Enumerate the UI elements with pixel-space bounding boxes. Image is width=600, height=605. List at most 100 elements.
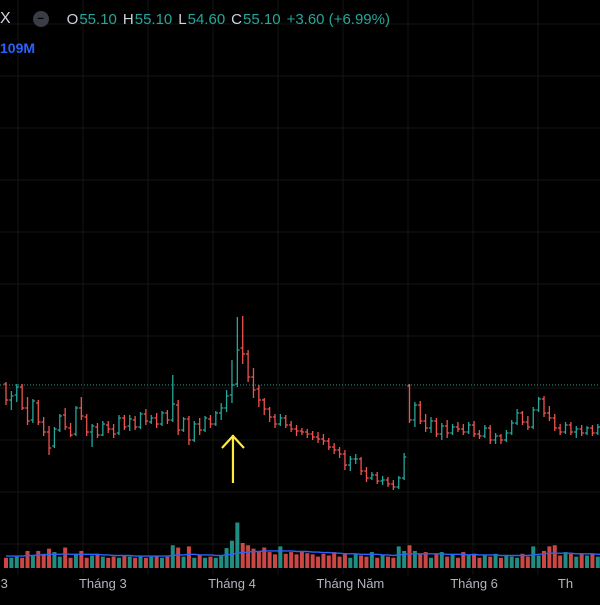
- ohlc-bar: [348, 456, 353, 471]
- ohlc-bar: [547, 406, 552, 421]
- ohlc-bar: [574, 426, 579, 438]
- ohlc-bar: [208, 415, 213, 428]
- change-value: +3.60 (+6.99%): [286, 10, 390, 28]
- ohlc-bar: [444, 420, 450, 438]
- arrow-head: [221, 434, 245, 449]
- ohlc-bar: [541, 396, 547, 417]
- volume-bar: [563, 552, 568, 568]
- x-axis-label: Tháng 4: [208, 576, 256, 591]
- volume-bar: [359, 555, 364, 568]
- volume-bar: [197, 555, 202, 568]
- ohlc-bar: [493, 433, 498, 444]
- volume-bar: [95, 553, 100, 568]
- volume-bar: [332, 552, 337, 568]
- high-key: H: [122, 10, 134, 28]
- volume-bar: [504, 555, 509, 568]
- volume-bar: [73, 553, 78, 568]
- x-axis-label: Th: [558, 576, 573, 591]
- volume-bar: [439, 552, 444, 568]
- symbol-name[interactable]: X: [0, 10, 11, 27]
- volume-bar: [558, 555, 563, 568]
- ohlc-bar: [482, 425, 488, 438]
- ohlc-bar: [407, 384, 412, 423]
- volume-bar: [213, 557, 218, 568]
- ohlc-bar: [310, 431, 315, 440]
- ohlc-bar: [100, 421, 106, 436]
- volume-bar: [396, 546, 401, 568]
- ohlc-bar: [288, 421, 294, 432]
- ohlc-bar: [229, 360, 235, 403]
- ohlc-bar: [262, 398, 267, 415]
- ohlc-bar: [272, 414, 278, 428]
- ohlc-bar: [122, 415, 127, 430]
- ohlc-bar: [192, 421, 197, 442]
- volume-bar: [579, 553, 584, 568]
- volume-bar: [542, 550, 546, 568]
- volume-bar: [364, 556, 369, 568]
- ohlc-bar: [245, 350, 251, 382]
- volume-bar: [568, 553, 573, 568]
- volume-bar: [536, 555, 541, 568]
- ohlc-bar: [466, 422, 471, 434]
- volume-bar: [63, 547, 68, 568]
- ohlc-bar: [595, 424, 600, 435]
- ohlc-bar: [557, 424, 563, 435]
- volume-bar: [283, 553, 288, 568]
- ohlc-bar: [514, 409, 520, 425]
- ohlc-bar: [331, 443, 337, 454]
- volume-bar: [434, 553, 439, 568]
- ohlc-bar: [385, 477, 391, 487]
- ohlc-bar: [181, 417, 186, 432]
- price-bars: [3, 316, 600, 490]
- volume-bar: [294, 554, 299, 568]
- ohlc-bar: [364, 467, 369, 482]
- ohlc-bar: [380, 476, 385, 485]
- volume-bar: [321, 553, 326, 568]
- ohlc-bar: [175, 400, 181, 435]
- volume-bar: [278, 546, 283, 568]
- ohlc-bar: [73, 406, 79, 436]
- ohlc-bar: [3, 382, 9, 405]
- ohlc-bar: [197, 418, 202, 435]
- volume-bar: [385, 556, 390, 568]
- ohlc-bar: [353, 454, 358, 464]
- ohlc-bar: [315, 432, 321, 443]
- low-value: 54.60: [187, 10, 226, 28]
- volume-bar: [375, 557, 380, 568]
- volume-bar: [181, 556, 186, 568]
- volume-bar: [472, 553, 477, 568]
- grid-lines: [0, 0, 600, 575]
- minus-circle-icon[interactable]: −: [32, 11, 49, 27]
- volume-bar: [68, 557, 73, 568]
- volume-bar: [165, 556, 170, 568]
- volume-bar: [493, 553, 498, 568]
- yellow-up-arrow-icon: [221, 434, 245, 483]
- volume-bar: [595, 556, 600, 568]
- ohlc-bar: [278, 414, 283, 426]
- ohlc-bar: [412, 402, 418, 427]
- ohlc-bar: [488, 425, 493, 444]
- volume-bar: [418, 553, 423, 568]
- ohlc-bar: [498, 434, 504, 444]
- ohlc-bar: [19, 384, 25, 410]
- ohlc-bar: [520, 411, 525, 425]
- volume-bar: [531, 546, 536, 568]
- ohlc-bar: [106, 421, 111, 433]
- volume-bar: [235, 522, 240, 568]
- ohlc-bar: [111, 424, 116, 438]
- ohlc-bar: [224, 390, 229, 412]
- x-axis-label: Tháng Năm: [316, 576, 384, 591]
- ohlc-bar: [579, 425, 584, 436]
- open-value: 55.10: [79, 10, 117, 28]
- volume-bar: [305, 553, 310, 568]
- ohlc-bar: [256, 385, 262, 407]
- ohlc-bar: [165, 410, 170, 424]
- ohlc-bar: [202, 416, 208, 432]
- volume-bar: [240, 542, 245, 568]
- ohlc-bar: [590, 425, 595, 436]
- volume-bar: [482, 555, 487, 568]
- volume-bar: [337, 556, 342, 568]
- low-key: L: [178, 10, 187, 28]
